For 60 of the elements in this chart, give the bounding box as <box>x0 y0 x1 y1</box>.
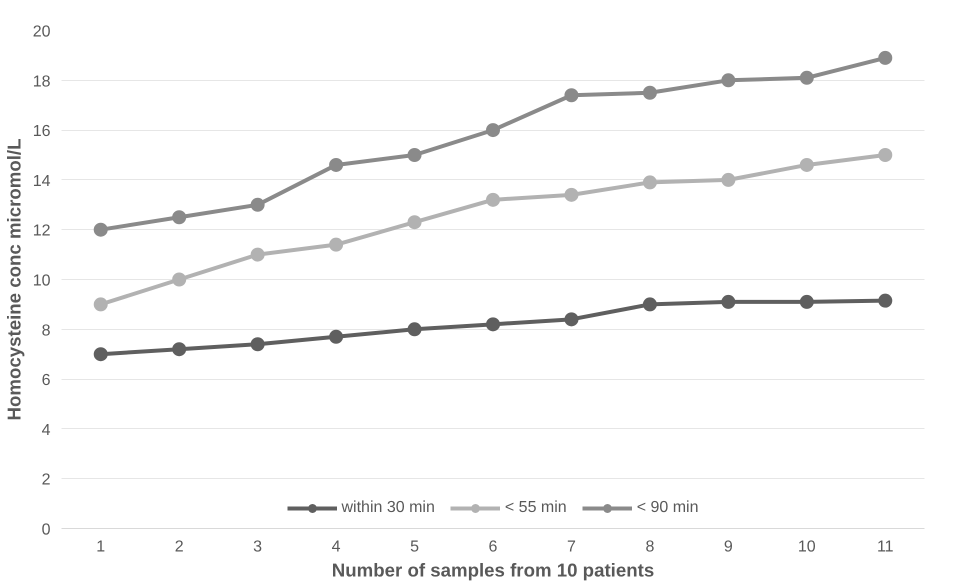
point <box>642 86 657 100</box>
y-tick-label: 8 <box>42 322 51 340</box>
x-tick-label: 9 <box>724 538 733 556</box>
point <box>564 312 578 326</box>
point <box>486 317 500 332</box>
x-tick-label: 5 <box>410 538 420 556</box>
point <box>878 148 892 162</box>
y-tick-label: 10 <box>32 272 51 290</box>
point <box>721 294 736 309</box>
point <box>172 342 186 356</box>
y-tick-label: 2 <box>42 472 51 489</box>
x-tick-label: 7 <box>567 538 576 556</box>
point <box>878 294 892 308</box>
x-tick-label: 1 <box>96 538 106 556</box>
x-tick-label: 10 <box>798 538 816 556</box>
point <box>250 248 265 262</box>
y-tick-label: 12 <box>32 222 51 240</box>
y-tick-label: 4 <box>42 422 51 439</box>
point <box>800 294 814 309</box>
point <box>408 148 422 162</box>
point <box>800 70 814 85</box>
point <box>172 210 186 224</box>
point <box>564 88 578 102</box>
y-tick-label: 0 <box>42 522 51 538</box>
point <box>94 297 108 312</box>
x-tick-label: 3 <box>253 538 262 556</box>
y-tick-label: 14 <box>32 172 51 190</box>
point <box>329 158 344 172</box>
x-axis-title: Number of samples from 10 patients <box>332 560 654 580</box>
legend-label: < 55 min <box>504 499 567 517</box>
point <box>486 123 500 138</box>
y-tick-label: 6 <box>42 372 51 390</box>
x-tick-label: 4 <box>332 538 341 556</box>
point <box>94 222 108 237</box>
y-axis-title: Homocysteine conc micromol/L <box>4 138 25 420</box>
point <box>329 330 344 344</box>
point <box>408 215 422 230</box>
y-tick-label: 16 <box>32 123 51 140</box>
point <box>800 158 814 172</box>
legend-label: within 30 min <box>342 499 435 517</box>
point <box>94 347 108 362</box>
y-tick-label: 18 <box>32 73 51 90</box>
point <box>329 238 344 252</box>
point <box>721 73 736 88</box>
point <box>250 337 265 352</box>
legend-label: < 90 min <box>636 499 698 517</box>
point <box>486 192 500 207</box>
point <box>408 322 422 336</box>
x-tick-label: 6 <box>488 538 498 556</box>
x-tick-label: 2 <box>174 538 184 556</box>
y-tick-label: 20 <box>32 24 51 40</box>
point <box>642 297 657 312</box>
point <box>642 175 657 190</box>
x-tick-label: 11 <box>876 538 894 556</box>
point <box>878 50 892 65</box>
point <box>172 272 186 286</box>
x-tick-label: 8 <box>645 538 654 556</box>
point <box>721 172 736 187</box>
point <box>250 198 265 212</box>
point <box>564 188 578 202</box>
